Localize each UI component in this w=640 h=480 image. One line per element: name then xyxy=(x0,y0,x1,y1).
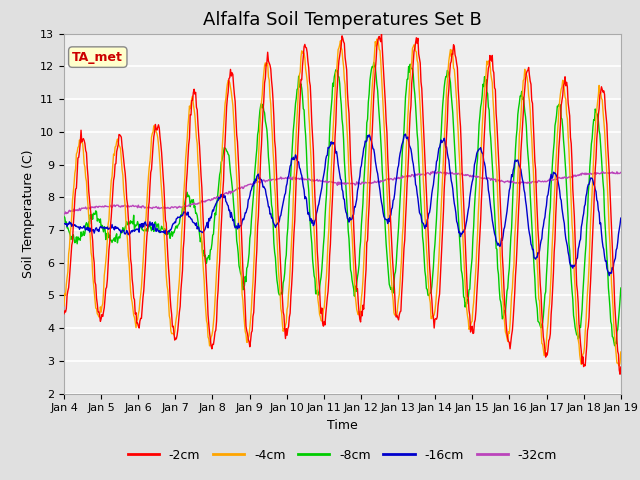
Legend: -2cm, -4cm, -8cm, -16cm, -32cm: -2cm, -4cm, -8cm, -16cm, -32cm xyxy=(123,444,562,467)
X-axis label: Time: Time xyxy=(327,419,358,432)
Title: Alfalfa Soil Temperatures Set B: Alfalfa Soil Temperatures Set B xyxy=(203,11,482,29)
Text: TA_met: TA_met xyxy=(72,50,124,63)
Y-axis label: Soil Temperature (C): Soil Temperature (C) xyxy=(22,149,35,278)
